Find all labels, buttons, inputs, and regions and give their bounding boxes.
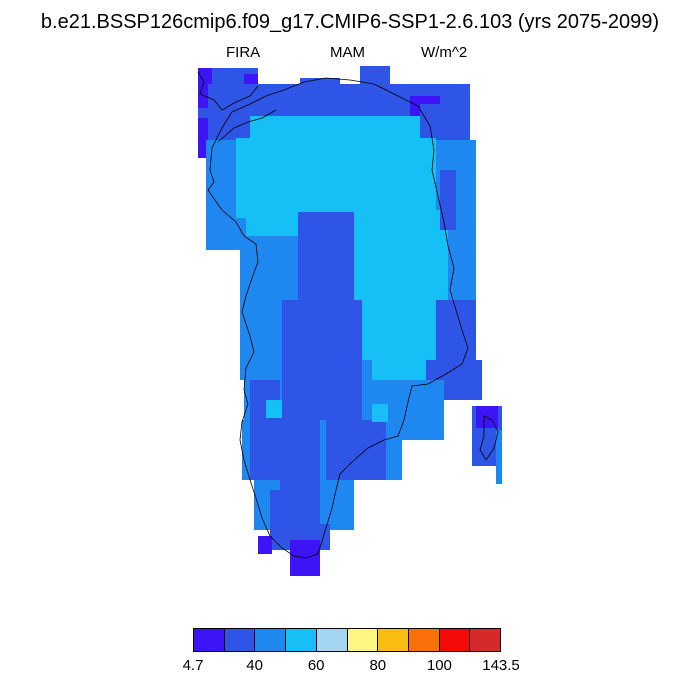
coastline-east-island — [479, 415, 499, 461]
field-cell — [404, 380, 444, 420]
field-cell — [440, 170, 456, 230]
colorbar-box — [347, 629, 379, 651]
units-label: W/m^2 — [421, 44, 468, 61]
field-cell — [300, 78, 340, 98]
colorbar-tick-label: 100 — [426, 657, 452, 674]
field-cell — [246, 196, 306, 236]
coastline-east — [231, 77, 469, 555]
season-label: MAM — [330, 44, 365, 61]
plot-title: b.e21.BSSP126cmip6.f09_g17.CMIP6-SSP1-2.… — [40, 11, 660, 33]
colorbar-tick-label: 40 — [246, 657, 263, 674]
colorbar-box — [316, 629, 348, 651]
coastline-northwest-island — [197, 71, 259, 111]
colorbar-box — [286, 629, 317, 651]
variable-label: FIRA — [226, 44, 261, 61]
colorbar-box — [194, 629, 225, 651]
coastline-west — [207, 111, 319, 559]
colorbar-tick-label: 143.5 — [482, 657, 520, 674]
field-cell — [320, 484, 350, 524]
colorbar-box — [255, 629, 287, 651]
colorbar-tick-label: 80 — [369, 657, 387, 674]
field-cell — [198, 118, 208, 158]
field-cell — [420, 104, 440, 134]
colorbar-tick-label: 60 — [307, 657, 325, 674]
field-cell — [326, 420, 386, 480]
colorbar-tick-label: 4.7 — [182, 657, 204, 674]
field-cell — [372, 404, 388, 422]
field-cell — [360, 66, 390, 84]
field-cell — [276, 84, 426, 120]
field-cell — [476, 406, 498, 428]
field-cell — [258, 536, 272, 554]
field-cell — [436, 300, 476, 370]
coastline — [197, 71, 499, 559]
field-cell — [250, 380, 280, 480]
colorbar-box — [439, 629, 471, 651]
colorbar-box — [224, 629, 256, 651]
field-cell — [266, 400, 282, 418]
coastline-northwest-inlet — [217, 109, 277, 143]
field-cells — [198, 66, 502, 576]
colorbar — [193, 628, 501, 652]
colorbar-box — [470, 629, 501, 651]
field-cell — [496, 430, 502, 484]
colorbar-box — [408, 629, 440, 651]
colorbar-box — [378, 629, 409, 651]
